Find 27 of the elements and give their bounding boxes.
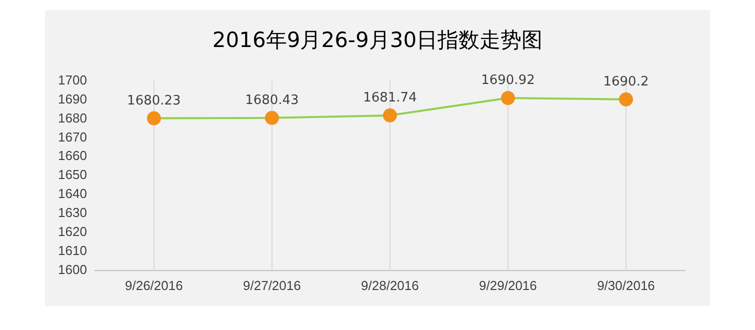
y-tick-label: 1610: [58, 243, 87, 258]
data-label: 1681.74: [363, 90, 417, 106]
x-tick-label: 9/29/2016: [479, 278, 537, 293]
chart-title: 2016年9月26-9月30日指数走势图: [211, 27, 544, 54]
y-tick-label: 1690: [58, 91, 87, 106]
point: [618, 92, 633, 106]
y-tick-label: 1700: [58, 72, 87, 88]
data-label: 1680.23: [127, 93, 181, 108]
y-tick-label: 1650: [58, 167, 87, 182]
y-tick-label: 1600: [58, 262, 87, 277]
point: [264, 110, 279, 125]
data-label: 1690.2: [603, 74, 649, 90]
y-tick-label: 1630: [58, 205, 87, 220]
y-tick-label: 1640: [58, 186, 87, 202]
point: [146, 111, 161, 126]
y-tick-label: 1680: [58, 110, 87, 126]
x-tick-label: 9/28/2016: [361, 278, 419, 293]
x-tick-label: 9/27/2016: [243, 278, 301, 293]
point: [500, 91, 515, 106]
x-tick-label: 9/30/2016: [597, 278, 655, 293]
point: [382, 108, 397, 122]
y-tick-label: 1670: [58, 129, 87, 144]
data-label: 1690.92: [481, 73, 535, 88]
x-tick-label: 9/26/2016: [125, 278, 183, 293]
y-tick-label: 1620: [58, 224, 87, 240]
data-label: 1680.43: [245, 92, 299, 108]
y-tick-label: 1660: [58, 148, 87, 164]
